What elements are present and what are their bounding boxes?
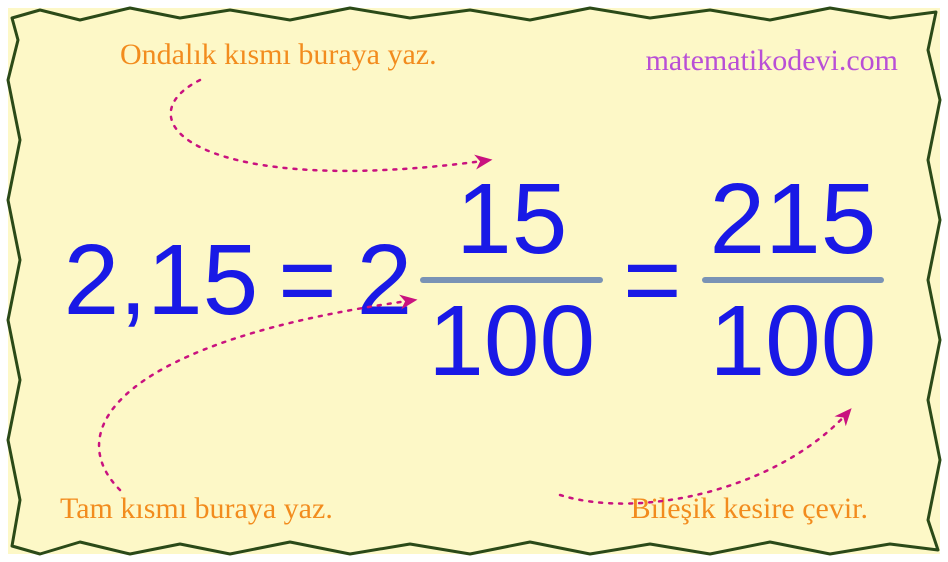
fraction-bar-icon xyxy=(420,277,603,283)
label-improper-fraction: Bileşik kesire çevir. xyxy=(631,492,868,526)
equation: 2,15 = 2 15 100 = 215 100 xyxy=(40,140,908,420)
label-whole-part: Tam kısmı buraya yaz. xyxy=(60,492,333,526)
equals-sign-1: = xyxy=(278,230,336,330)
fraction-bar-icon xyxy=(702,277,885,283)
equals-sign-2: = xyxy=(623,230,681,330)
fraction-1: 15 100 xyxy=(420,169,603,391)
mixed-number: 2 15 100 xyxy=(357,169,603,391)
label-decimal-part: Ondalık kısmı buraya yaz. xyxy=(120,38,437,72)
fraction-1-denominator: 100 xyxy=(420,291,603,391)
fraction-2-denominator: 100 xyxy=(702,291,885,391)
decimal-number: 2,15 xyxy=(64,230,259,330)
whole-part: 2 xyxy=(357,230,413,330)
fraction-2: 215 100 xyxy=(702,169,885,391)
fraction-2-numerator: 215 xyxy=(702,169,885,269)
watermark: matematikodevi.com xyxy=(646,44,898,78)
fraction-1-numerator: 15 xyxy=(448,169,575,269)
